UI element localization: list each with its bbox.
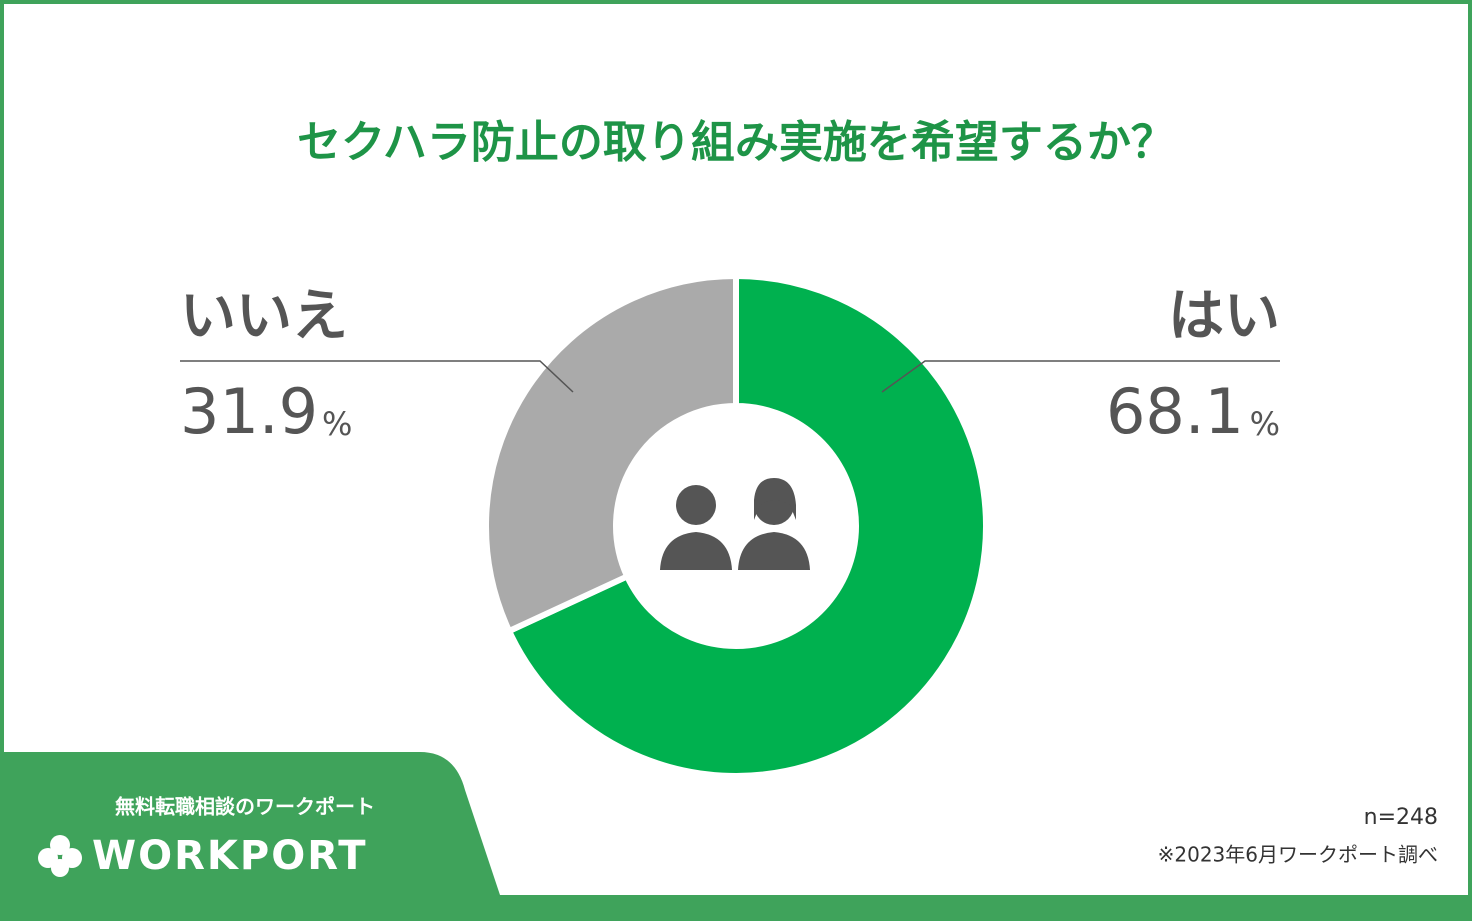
logo-mark	[38, 835, 82, 877]
brand-tagline: 無料転職相談のワークポート	[115, 795, 375, 819]
value-label: 31.9	[180, 375, 318, 448]
category-label: いいえ	[180, 284, 348, 349]
category-label: はい	[1168, 284, 1280, 349]
value-label: 68.1	[1106, 375, 1244, 448]
people-icon	[660, 478, 810, 570]
leader-line	[881, 360, 1280, 393]
source-note: ※2023年6月ワークポート調べ	[1158, 843, 1438, 867]
brand-logo: WORKPORT	[92, 833, 368, 879]
sample-note: n=248	[1364, 805, 1438, 830]
value-unit: %	[322, 405, 352, 443]
value-unit: %	[1250, 405, 1280, 443]
brand-tab	[0, 752, 500, 895]
leader-line	[180, 360, 574, 393]
donut-segment	[505, 272, 989, 779]
donut-segment	[483, 272, 739, 636]
bottom-band	[0, 895, 1472, 921]
chart-title: セクハラ防止の取り組み実施を希望するか？	[297, 117, 1175, 168]
